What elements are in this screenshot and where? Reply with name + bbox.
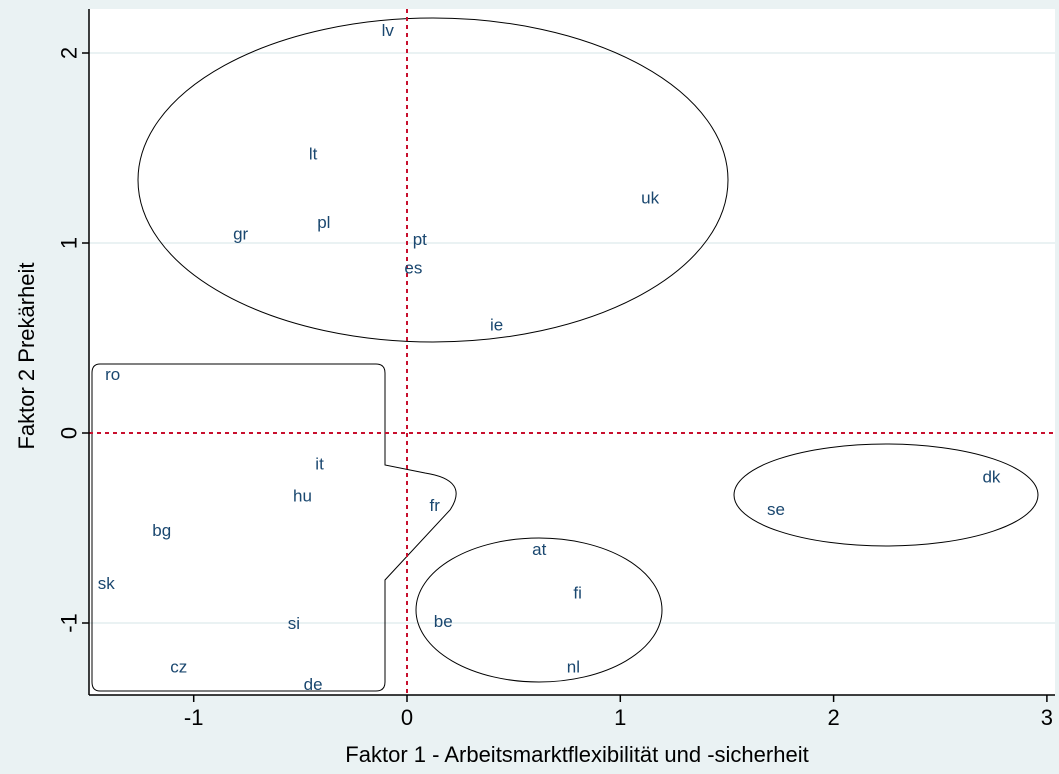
x-tick-label: 0 (401, 705, 413, 730)
point-label-de: de (304, 675, 323, 694)
x-tick-label: 2 (827, 705, 839, 730)
point-label-se: se (767, 500, 785, 519)
y-tick-label: 1 (57, 237, 82, 249)
point-label-at: at (532, 540, 546, 559)
reference-lines (89, 9, 1055, 695)
y-axis-title: Faktor 2 Prekärheit (14, 262, 39, 449)
point-label-nl: nl (567, 658, 580, 677)
point-label-fr: fr (430, 496, 441, 515)
point-label-ie: ie (490, 316, 503, 335)
point-label-dk: dk (982, 468, 1000, 487)
point-label-lv: lv (382, 21, 395, 40)
point-label-uk: uk (641, 188, 659, 207)
x-tick-label: 3 (1041, 705, 1053, 730)
point-label-sk: sk (98, 574, 116, 593)
x-tick-label: -1 (184, 705, 204, 730)
cluster-outline-right (733, 443, 1039, 547)
point-label-cz: cz (170, 658, 187, 677)
point-label-si: si (288, 614, 300, 633)
point-label-gr: gr (233, 224, 248, 243)
point-label-be: be (434, 612, 453, 631)
point-label-bg: bg (152, 521, 171, 540)
cluster-outline-bottom (415, 537, 663, 683)
point-label-pl: pl (317, 213, 330, 232)
point-label-ro: ro (105, 365, 120, 384)
point-label-lt: lt (309, 145, 318, 164)
cluster-outline-left (91, 363, 457, 692)
y-tick-label: 0 (57, 427, 82, 439)
point-label-fi: fi (573, 584, 582, 603)
point-label-hu: hu (293, 487, 312, 506)
y-tick-label: -1 (57, 613, 82, 633)
cluster-outline-top (137, 17, 729, 343)
plot-area (89, 9, 1055, 695)
point-label-pt: pt (413, 230, 427, 249)
x-axis-title: Faktor 1 - Arbeitsmarktflexibilität und … (345, 742, 808, 767)
point-label-es: es (404, 259, 422, 278)
cluster-outlines (91, 17, 1039, 692)
point-label-it: it (315, 454, 324, 473)
x-tick-label: 1 (614, 705, 626, 730)
axes: -1 0 1 2 -1 0 1 2 3 (57, 9, 1055, 730)
y-tick-label: 2 (57, 47, 82, 59)
